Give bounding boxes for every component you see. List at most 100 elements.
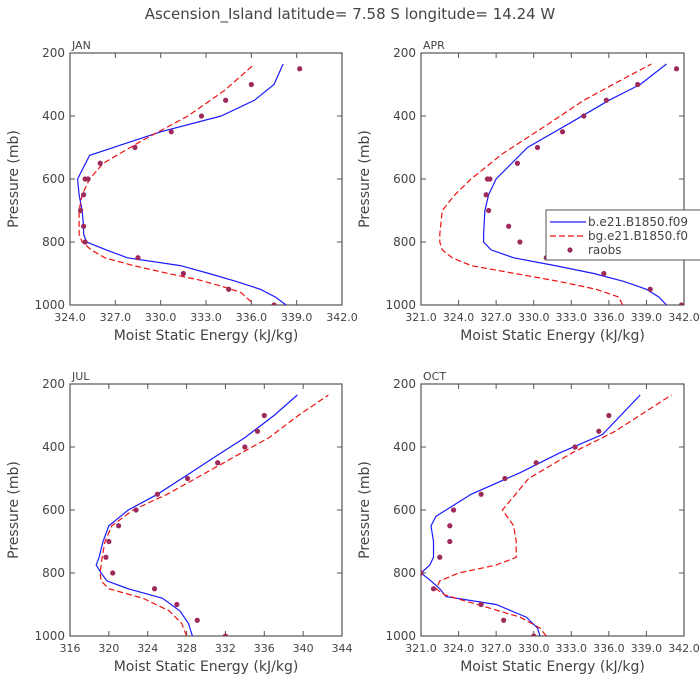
raobs-point <box>97 160 103 166</box>
y-tick-label: 800 <box>42 566 65 580</box>
legend-label: bg.e21.B1850.f0 <box>588 229 688 243</box>
x-tick-label: 327.0 <box>480 311 512 324</box>
raobs-point <box>223 97 229 103</box>
x-tick-label: 327.0 <box>100 311 132 324</box>
x-tick-label: 316 <box>60 642 81 655</box>
series-line-bg <box>439 63 652 305</box>
raobs-point <box>103 554 109 560</box>
panel-title: OCT <box>423 370 446 383</box>
raobs-point <box>133 507 139 513</box>
raobs-point <box>531 633 537 636</box>
raobs-point <box>534 144 541 151</box>
raobs-point <box>430 586 437 592</box>
raobs-point <box>254 428 261 434</box>
chart-panel-oct: OCT 321.0 324.0 327.0 330.0 333.0 336.0 339.0 34… <box>357 370 700 675</box>
x-tick-label: 333.0 <box>190 311 222 324</box>
plot-frame <box>420 52 685 306</box>
y-tick-label: 200 <box>42 46 65 60</box>
series-line-b <box>421 394 641 636</box>
raobs-point <box>635 81 641 88</box>
x-tick-label: 342.0 <box>326 311 358 324</box>
raobs-point <box>248 81 254 88</box>
x-tick-label: 321.0 <box>405 311 437 324</box>
raobs-point <box>85 176 91 182</box>
raobs-point <box>506 223 512 229</box>
raobs-point <box>421 570 424 576</box>
y-tick-label: 400 <box>42 440 65 454</box>
x-tick-label: 340 <box>293 642 314 655</box>
raobs-point <box>135 255 141 261</box>
y-tick-label: 600 <box>393 172 416 186</box>
chart-panel-apr: APR 321.0 324.0 327.0 330.0 333.0 336.0 339.0 34… <box>357 39 700 344</box>
raobs-point <box>261 412 267 419</box>
x-tick-label: 342.0 <box>668 642 700 655</box>
x-tick-label: 336.0 <box>593 311 625 324</box>
y-tick-label: 400 <box>393 440 416 454</box>
y-tick-label: 600 <box>42 172 65 186</box>
raobs-point <box>647 286 653 292</box>
raobs-point <box>447 523 453 529</box>
y-axis-label: Pressure (mb) <box>357 130 373 228</box>
x-tick-label: 324.0 <box>54 311 86 324</box>
raobs-point <box>81 223 87 229</box>
raobs-point <box>533 460 539 466</box>
raobs-point <box>501 617 507 623</box>
raobs-point <box>478 601 484 608</box>
series-group <box>421 394 672 636</box>
raobs-point <box>174 601 180 608</box>
x-tick-label: 332 <box>215 642 236 655</box>
raobs-point <box>81 192 87 198</box>
raobs-point <box>673 66 680 72</box>
series-group <box>95 394 329 636</box>
raobs-point <box>559 129 566 135</box>
chart-panel-jul: JUL 316 320 324 328 332 336 340 344 200 400 600 800 1… <box>6 370 353 675</box>
legend-label: raobs <box>588 243 622 257</box>
y-tick-label: 600 <box>42 503 65 517</box>
raobs-point <box>82 239 88 245</box>
x-tick-label: 333.0 <box>556 642 588 655</box>
raobs-point <box>487 176 493 182</box>
x-tick-label: 330.0 <box>518 311 550 324</box>
raobs-point <box>115 523 122 529</box>
plot-frame <box>69 383 343 637</box>
raobs-point <box>502 475 508 482</box>
y-axis-label: Pressure (mb) <box>6 461 22 559</box>
x-tick-label: 324.0 <box>443 311 475 324</box>
y-tick-label: 600 <box>393 503 416 517</box>
series-line-bg <box>99 394 329 636</box>
raobs-point <box>596 428 602 434</box>
x-tick-label: 336.0 <box>236 311 268 324</box>
series-group <box>439 63 684 305</box>
raobs-point <box>297 66 303 72</box>
x-tick-label: 324.0 <box>443 642 475 655</box>
raobs-point <box>450 507 457 513</box>
raobs-point <box>110 570 116 576</box>
y-axis-label: Pressure (mb) <box>357 461 373 559</box>
raobs-point <box>132 144 138 151</box>
x-tick-label: 333.0 <box>556 311 588 324</box>
series-line-b <box>76 63 287 305</box>
panel-title: APR <box>423 39 445 52</box>
raobs-point <box>514 160 521 166</box>
raobs-point <box>572 444 578 450</box>
figure-title: Ascension_Island latitude= 7.58 S longit… <box>145 5 556 24</box>
x-axis-label: Moist Static Energy (kJ/kg) <box>114 659 299 675</box>
x-tick-label: 321.0 <box>405 642 437 655</box>
raobs-point <box>215 460 221 466</box>
legend-marker-raobs <box>567 247 573 253</box>
x-tick-label: 336.0 <box>593 642 625 655</box>
raobs-point <box>77 207 84 214</box>
raobs-point <box>271 302 277 305</box>
raobs-point <box>517 239 523 245</box>
raobs-point <box>581 113 587 119</box>
raobs-point <box>447 538 453 545</box>
raobs-point <box>478 491 484 497</box>
raobs-point <box>678 302 684 305</box>
y-tick-label: 200 <box>393 377 416 391</box>
y-tick-label: 800 <box>393 566 416 580</box>
raobs-point <box>151 586 158 592</box>
chart-panels: JAN 324.0 327.0 330.0 333.0 336.0 339.0 342.0 20… <box>6 39 700 675</box>
raobs-point <box>226 286 232 292</box>
raobs-point <box>222 633 229 636</box>
